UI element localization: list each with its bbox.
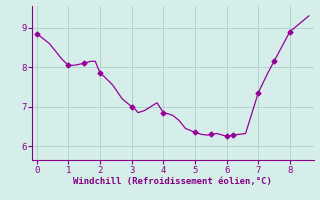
X-axis label: Windchill (Refroidissement éolien,°C): Windchill (Refroidissement éolien,°C) <box>73 177 272 186</box>
